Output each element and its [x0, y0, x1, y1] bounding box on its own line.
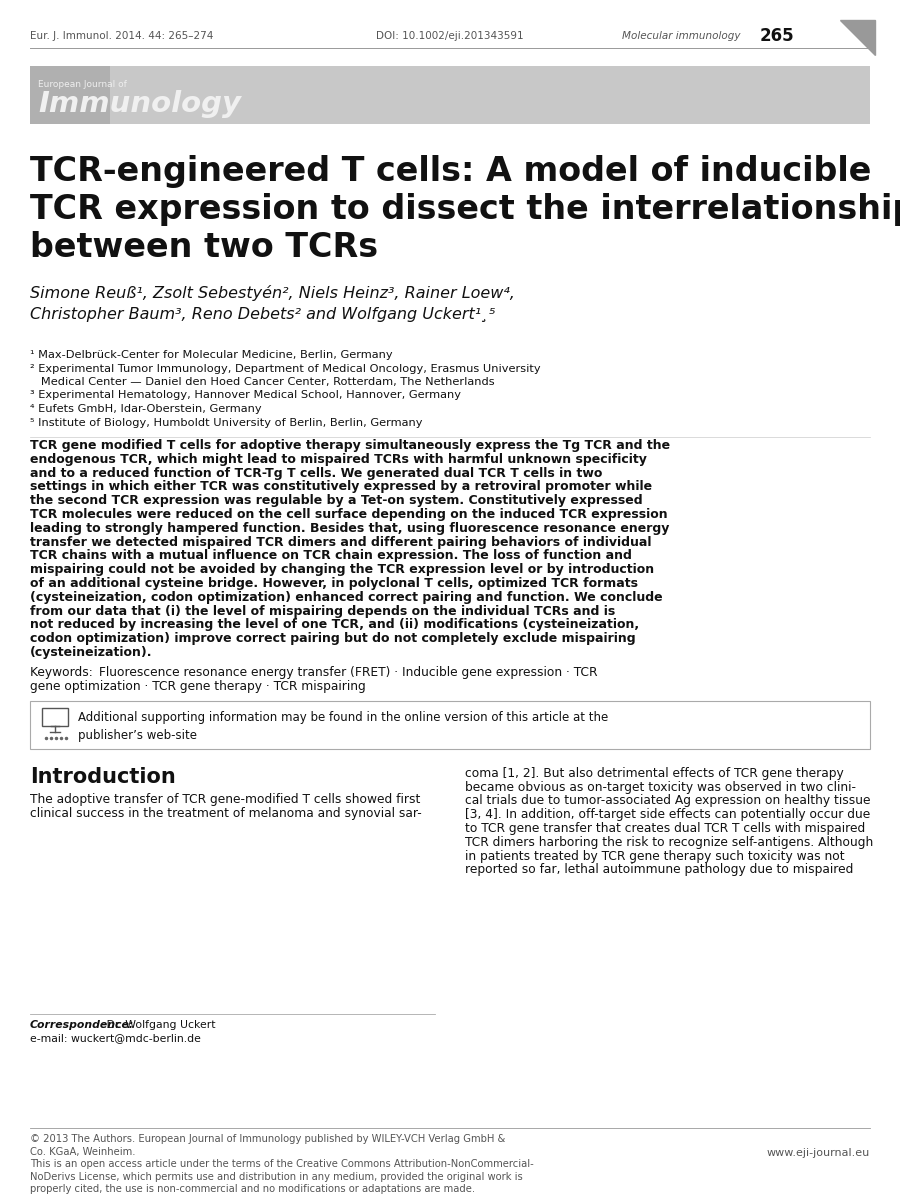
- Text: not reduced by increasing the level of one TCR, and (ii) modifications (cysteine: not reduced by increasing the level of o…: [30, 618, 639, 631]
- Text: ¹ Max-Delbrück-Center for Molecular Medicine, Berlin, Germany: ¹ Max-Delbrück-Center for Molecular Medi…: [30, 350, 392, 360]
- Text: endogenous TCR, which might lead to mispaired TCRs with harmful unknown specific: endogenous TCR, which might lead to misp…: [30, 452, 647, 466]
- Text: 265: 265: [760, 26, 795, 44]
- Text: reported so far, lethal autoimmune pathology due to mispaired: reported so far, lethal autoimmune patho…: [465, 864, 853, 876]
- Text: ² Experimental Tumor Immunology, Department of Medical Oncology, Erasmus Univers: ² Experimental Tumor Immunology, Departm…: [30, 364, 541, 373]
- Text: TCR expression to dissect the interrelationship: TCR expression to dissect the interrelat…: [30, 193, 900, 226]
- Text: (cysteineization, codon optimization) enhanced correct pairing and function. We : (cysteineization, codon optimization) en…: [30, 590, 662, 604]
- Text: in patients treated by TCR gene therapy such toxicity was not: in patients treated by TCR gene therapy …: [465, 850, 844, 863]
- Text: DOI: 10.1002/eji.201343591: DOI: 10.1002/eji.201343591: [376, 31, 524, 41]
- Text: properly cited, the use is non-commercial and no modifications or adaptations ar: properly cited, the use is non-commercia…: [30, 1184, 475, 1194]
- Bar: [42, 708, 68, 726]
- Text: to TCR gene transfer that creates dual TCR T cells with mispaired: to TCR gene transfer that creates dual T…: [465, 822, 865, 835]
- Text: the second TCR expression was regulable by a Tet-on system. Constitutively expre: the second TCR expression was regulable …: [30, 494, 643, 508]
- Text: This is an open access article under the terms of the Creative Commons Attributi: This is an open access article under the…: [30, 1159, 534, 1169]
- Polygon shape: [840, 20, 875, 55]
- Text: Co. KGaA, Weinheim.: Co. KGaA, Weinheim.: [30, 1146, 136, 1157]
- Text: Keywords: Fluorescence resonance energy transfer (FRET) · Inducible gene express: Keywords: Fluorescence resonance energy …: [30, 666, 598, 679]
- Text: Medical Center — Daniel den Hoed Cancer Center, Rotterdam, The Netherlands: Medical Center — Daniel den Hoed Cancer …: [30, 377, 495, 386]
- Text: coma [1, 2]. But also detrimental effects of TCR gene therapy: coma [1, 2]. But also detrimental effect…: [465, 767, 844, 780]
- Text: [3, 4]. In addition, off-target side effects can potentially occur due: [3, 4]. In addition, off-target side eff…: [465, 809, 870, 821]
- Text: NoDerivs License, which permits use and distribution in any medium, provided the: NoDerivs License, which permits use and …: [30, 1171, 523, 1182]
- Ellipse shape: [35, 66, 105, 124]
- Text: TCR dimers harboring the risk to recognize self-antigens. Although: TCR dimers harboring the risk to recogni…: [465, 835, 873, 848]
- Bar: [30, 66, 110, 124]
- Text: European Journal of: European Journal of: [38, 80, 127, 89]
- Text: clinical success in the treatment of melanoma and synovial sar-: clinical success in the treatment of mel…: [30, 806, 422, 820]
- Text: © 2013 The Authors. European Journal of Immunology published by WILEY-VCH Verlag: © 2013 The Authors. European Journal of …: [30, 1134, 506, 1144]
- Text: gene optimization · TCR gene therapy · TCR mispairing: gene optimization · TCR gene therapy · T…: [30, 679, 365, 692]
- Text: and to a reduced function of TCR-Tg T cells. We generated dual TCR T cells in tw: and to a reduced function of TCR-Tg T ce…: [30, 467, 602, 480]
- Text: Eur. J. Immunol. 2014. 44: 265–274: Eur. J. Immunol. 2014. 44: 265–274: [30, 31, 213, 41]
- Text: (cysteineization).: (cysteineization).: [30, 646, 152, 659]
- Text: The adoptive transfer of TCR gene-modified T cells showed first: The adoptive transfer of TCR gene-modifi…: [30, 793, 420, 806]
- Text: codon optimization) improve correct pairing but do not completely exclude mispai: codon optimization) improve correct pair…: [30, 632, 635, 646]
- Text: Additional supporting information may be found in the online version of this art: Additional supporting information may be…: [78, 710, 608, 742]
- Text: Christopher Baum³, Reno Debets² and Wolfgang Uckert¹¸⁵: Christopher Baum³, Reno Debets² and Wolf…: [30, 307, 496, 322]
- Text: Molecular immunology: Molecular immunology: [622, 31, 740, 41]
- Text: ³ Experimental Hematology, Hannover Medical School, Hannover, Germany: ³ Experimental Hematology, Hannover Medi…: [30, 390, 461, 401]
- Text: mispairing could not be avoided by changing the TCR expression level or by intro: mispairing could not be avoided by chang…: [30, 563, 654, 576]
- Text: ⁵ Institute of Biology, Humboldt University of Berlin, Berlin, Germany: ⁵ Institute of Biology, Humboldt Univers…: [30, 418, 422, 427]
- Text: leading to strongly hampered function. Besides that, using fluorescence resonanc: leading to strongly hampered function. B…: [30, 522, 670, 535]
- Text: Immunology: Immunology: [38, 90, 241, 118]
- Bar: [30, 66, 870, 124]
- Text: TCR-engineered T cells: A model of inducible: TCR-engineered T cells: A model of induc…: [30, 155, 871, 188]
- Text: Introduction: Introduction: [30, 767, 176, 787]
- Text: ⁴ Eufets GmbH, Idar-Oberstein, Germany: ⁴ Eufets GmbH, Idar-Oberstein, Germany: [30, 404, 262, 414]
- Text: of an additional cysteine bridge. However, in polyclonal T cells, optimized TCR : of an additional cysteine bridge. Howeve…: [30, 577, 638, 590]
- Text: from our data that (i) the level of mispairing depends on the individual TCRs an: from our data that (i) the level of misp…: [30, 605, 616, 618]
- Text: TCR molecules were reduced on the cell surface depending on the induced TCR expr: TCR molecules were reduced on the cell s…: [30, 508, 668, 521]
- Text: Simone Reuß¹, Zsolt Sebestyén², Niels Heinz³, Rainer Loew⁴,: Simone Reuß¹, Zsolt Sebestyén², Niels He…: [30, 284, 515, 301]
- Text: www.eji-journal.eu: www.eji-journal.eu: [767, 1148, 870, 1158]
- Text: transfer we detected mispaired TCR dimers and different pairing behaviors of ind: transfer we detected mispaired TCR dimer…: [30, 535, 652, 548]
- Text: between two TCRs: between two TCRs: [30, 230, 378, 264]
- Text: e-mail: wuckert@mdc-berlin.de: e-mail: wuckert@mdc-berlin.de: [30, 1033, 201, 1043]
- Text: settings in which either TCR was constitutively expressed by a retroviral promot: settings in which either TCR was constit…: [30, 480, 652, 493]
- Text: Correspondence:: Correspondence:: [30, 1020, 134, 1030]
- Text: became obvious as on-target toxicity was observed in two clini-: became obvious as on-target toxicity was…: [465, 780, 856, 793]
- Text: TCR gene modified T cells for adoptive therapy simultaneously express the Tg TCR: TCR gene modified T cells for adoptive t…: [30, 439, 670, 452]
- Bar: [30, 701, 870, 749]
- Text: TCR chains with a mutual influence on TCR chain expression. The loss of function: TCR chains with a mutual influence on TC…: [30, 550, 632, 563]
- Text: Dr. Wolfgang Uckert: Dr. Wolfgang Uckert: [103, 1020, 215, 1030]
- Text: cal trials due to tumor-associated Ag expression on healthy tissue: cal trials due to tumor-associated Ag ex…: [465, 794, 870, 808]
